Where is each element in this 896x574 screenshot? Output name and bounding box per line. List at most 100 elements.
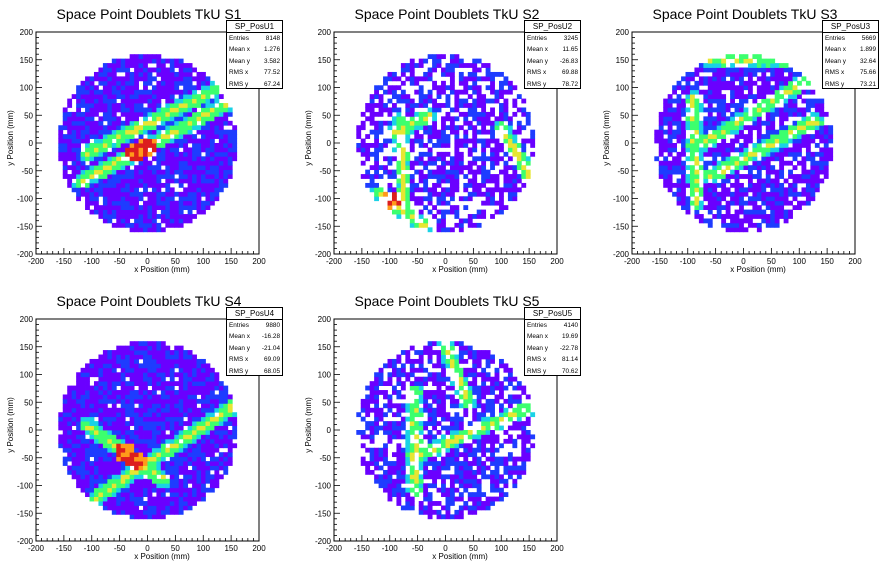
heatmap-cell <box>823 125 829 131</box>
heatmap-cell <box>201 205 206 210</box>
heatmap-cell <box>147 76 153 82</box>
heatmap-cell <box>730 218 735 224</box>
heatmap-cell <box>125 218 131 224</box>
heatmap-cell <box>369 447 375 453</box>
heatmap-cell <box>80 111 86 117</box>
heatmap-cell <box>400 394 406 400</box>
heatmap-cell <box>476 461 482 466</box>
heatmap-cell <box>681 120 686 126</box>
heatmap-cell <box>485 174 491 179</box>
heatmap-cell <box>703 134 709 139</box>
heatmap-cell <box>89 174 95 179</box>
heatmap-cell <box>76 85 81 91</box>
heatmap-cell <box>436 412 442 418</box>
heatmap-cell <box>490 200 495 206</box>
heatmap-cell <box>120 430 126 435</box>
heatmap-cell <box>485 71 491 77</box>
heatmap-cell <box>223 456 229 462</box>
heatmap-cell <box>209 416 215 422</box>
heatmap-cell <box>449 209 455 215</box>
heatmap-cell <box>409 214 415 219</box>
heatmap-cell <box>387 187 393 193</box>
heatmap-cell <box>458 125 464 131</box>
y-tick-label: 0 <box>327 139 332 148</box>
heatmap-cell <box>89 443 95 449</box>
heatmap-cell <box>93 103 99 108</box>
heatmap-cell <box>472 138 478 144</box>
heatmap-cell <box>120 125 126 131</box>
heatmap-cell <box>779 111 785 117</box>
heatmap-cell <box>774 178 780 184</box>
heatmap-cell <box>391 492 397 497</box>
heatmap-cell <box>694 129 700 135</box>
heatmap-cell <box>102 143 108 148</box>
heatmap-cell <box>396 94 402 99</box>
heatmap-cell <box>107 354 113 360</box>
heatmap-cell <box>134 421 139 426</box>
heatmap-cell <box>209 483 215 489</box>
heatmap-cell <box>774 174 780 179</box>
heatmap-cell <box>62 116 68 122</box>
heatmap-cell <box>116 505 122 511</box>
heatmap-cell <box>797 111 802 117</box>
heatmap-cell <box>156 165 162 171</box>
heatmap-cell <box>823 138 829 144</box>
heatmap-cell <box>89 160 95 166</box>
heatmap-cell <box>418 421 424 426</box>
heatmap-cell <box>138 407 144 413</box>
heatmap-cell <box>512 143 518 148</box>
heatmap-cell <box>387 465 393 471</box>
heatmap-cell <box>151 218 157 224</box>
heatmap-cell <box>174 416 180 422</box>
heatmap-cell <box>125 111 131 117</box>
heatmap-cell <box>378 483 384 489</box>
heatmap-cell <box>698 151 704 157</box>
heatmap-cell <box>107 358 113 364</box>
heatmap-cell <box>218 182 224 188</box>
heatmap-cell <box>454 514 460 520</box>
heatmap-cell <box>138 487 144 493</box>
heatmap-cell <box>183 496 189 502</box>
heatmap-cell <box>102 205 108 210</box>
heatmap-cell <box>125 71 131 77</box>
heatmap-cell <box>143 461 148 466</box>
heatmap-cell <box>792 196 798 202</box>
heatmap-cell <box>432 80 437 86</box>
heatmap-cell <box>129 505 135 511</box>
heatmap-cell <box>196 430 202 435</box>
heatmap-cell <box>107 209 113 215</box>
heatmap-cell <box>414 381 420 386</box>
heatmap-cell <box>356 147 362 153</box>
histogram-panel: -200 -150 -100 -50 0 50 100 150 200 -200 -150 -100-… <box>0 287 298 574</box>
heatmap-cell <box>712 182 718 188</box>
heatmap-cell <box>151 85 157 91</box>
heatmap-cell <box>449 54 455 60</box>
heatmap-cell <box>516 160 522 166</box>
heatmap-cell <box>676 169 682 175</box>
heatmap-cell <box>721 76 727 82</box>
heatmap-cell <box>201 425 206 431</box>
heatmap-cell <box>765 98 771 104</box>
heatmap-cell <box>102 151 108 157</box>
heatmap-cell <box>129 120 135 126</box>
heatmap-cell <box>125 461 131 466</box>
heatmap-cell <box>409 178 415 184</box>
heatmap-cell <box>516 174 522 179</box>
heatmap-cell <box>712 178 718 184</box>
heatmap-cell <box>129 403 135 409</box>
heatmap-cell <box>449 165 455 171</box>
heatmap-cell <box>143 341 148 347</box>
heatmap-cell <box>756 147 762 153</box>
heatmap-cell <box>151 354 157 360</box>
heatmap-cell <box>436 218 442 224</box>
heatmap-cell <box>414 103 420 108</box>
heatmap-cell <box>743 58 749 64</box>
heatmap-cell <box>116 390 122 395</box>
heatmap-cell <box>449 116 455 122</box>
heatmap-cell <box>454 465 460 471</box>
heatmap-cell <box>187 160 193 166</box>
heatmap-cell <box>98 214 104 219</box>
heatmap-cell <box>436 89 442 95</box>
heatmap-cell <box>160 200 166 206</box>
heatmap-cell <box>694 200 700 206</box>
